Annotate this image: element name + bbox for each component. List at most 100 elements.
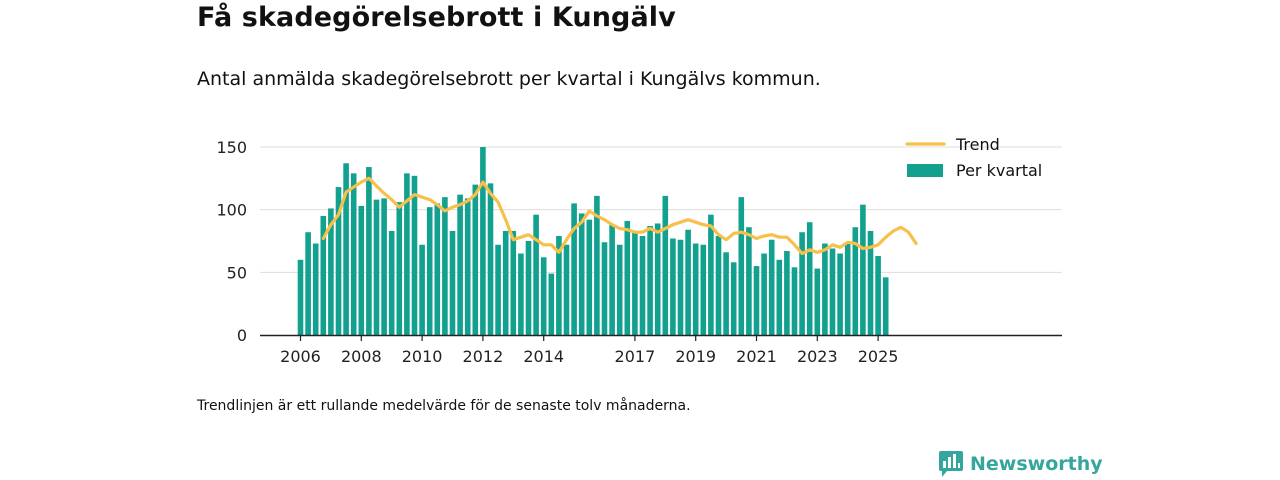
x-tick-label: 2012 (463, 347, 504, 366)
bar (502, 230, 509, 335)
bar (852, 227, 859, 335)
bar (692, 243, 699, 335)
bar (776, 259, 783, 335)
bar (434, 203, 441, 335)
bar (366, 167, 372, 335)
bar (715, 235, 722, 335)
bar (594, 195, 600, 335)
x-tick-label: 2023 (797, 347, 838, 366)
x-tick-label: 2019 (675, 347, 716, 366)
bar (343, 163, 349, 335)
bar (632, 230, 638, 335)
x-tick-label: 2017 (615, 347, 656, 366)
bar (487, 183, 494, 335)
bar (320, 215, 327, 335)
bar (381, 198, 387, 335)
bar (510, 230, 517, 335)
bar (480, 147, 486, 335)
bar (464, 198, 471, 335)
bar (518, 253, 524, 335)
bar (768, 239, 775, 335)
bar (738, 197, 745, 335)
legend: Trend Per kvartal (905, 135, 1042, 180)
bar (784, 251, 790, 335)
y-tick-label: 50 (227, 263, 247, 282)
bar (426, 207, 433, 335)
x-tick-label: 2021 (736, 347, 777, 366)
bar (814, 268, 821, 335)
bar (312, 243, 319, 335)
y-tick-label: 150 (216, 138, 247, 157)
bar (388, 230, 395, 335)
bar (753, 266, 760, 335)
brand[interactable]: Newsworthy (938, 450, 1103, 478)
x-tick-label: 2010 (402, 347, 443, 366)
bar (806, 222, 813, 335)
bar-series (297, 147, 889, 335)
bar (335, 187, 342, 335)
bar (297, 259, 304, 335)
bar (472, 184, 479, 335)
bar (563, 244, 570, 335)
chart-title: Få skadegörelsebrott i Kungälv (197, 2, 676, 33)
x-tick-label: 2006 (280, 347, 321, 366)
bar (799, 232, 805, 335)
bar (791, 267, 798, 335)
bar (654, 223, 661, 335)
bar (540, 257, 547, 335)
bar (419, 244, 425, 335)
chart-subtitle: Antal anmälda skadegörelsebrott per kvar… (197, 68, 821, 90)
bar (723, 252, 729, 335)
x-tick-label: 2025 (858, 347, 899, 366)
bar (609, 224, 615, 335)
bar (837, 253, 843, 335)
bar (525, 241, 532, 335)
bar (875, 256, 881, 335)
bar (442, 197, 448, 335)
bar (708, 214, 714, 335)
bar (685, 229, 691, 335)
bar (571, 203, 577, 335)
bar (328, 208, 334, 335)
bar (556, 235, 562, 335)
bar (411, 175, 418, 335)
bar (829, 248, 836, 335)
bar (373, 199, 380, 335)
bar (700, 244, 707, 335)
x-tick-label: 2014 (523, 347, 564, 366)
bar (350, 173, 357, 335)
bar (844, 243, 851, 335)
bar (730, 262, 737, 335)
bar (578, 213, 585, 335)
bar (677, 239, 684, 335)
bar (457, 194, 463, 335)
y-tick-label: 0 (237, 326, 247, 345)
brand-name: Newsworthy (970, 453, 1103, 475)
bar (601, 242, 608, 335)
legend-trend-label: Trend (955, 135, 1000, 154)
x-axis: 2006 2008 2010 2012 2014 2017 2019 2021 2023 2025 (280, 335, 898, 366)
bar (358, 205, 365, 335)
bar (404, 173, 410, 335)
bar (882, 277, 889, 335)
bar (396, 202, 403, 335)
bar (586, 219, 593, 335)
footnote: Trendlinjen är ett rullande medelvärde f… (197, 398, 691, 414)
bar (639, 235, 646, 335)
bar (548, 273, 555, 335)
bar (624, 220, 631, 335)
bar (647, 225, 653, 335)
x-tick-label: 2008 (341, 347, 382, 366)
trend-line (321, 176, 918, 256)
legend-bar-swatch (907, 164, 943, 177)
bar (533, 214, 539, 335)
bar (746, 227, 752, 335)
newsworthy-logo-icon (939, 451, 963, 477)
y-axis: 0 50 100 150 (216, 138, 247, 345)
bar (822, 243, 828, 335)
bar (495, 244, 501, 335)
bar (662, 195, 669, 335)
bar (616, 244, 623, 335)
bar (449, 230, 456, 335)
